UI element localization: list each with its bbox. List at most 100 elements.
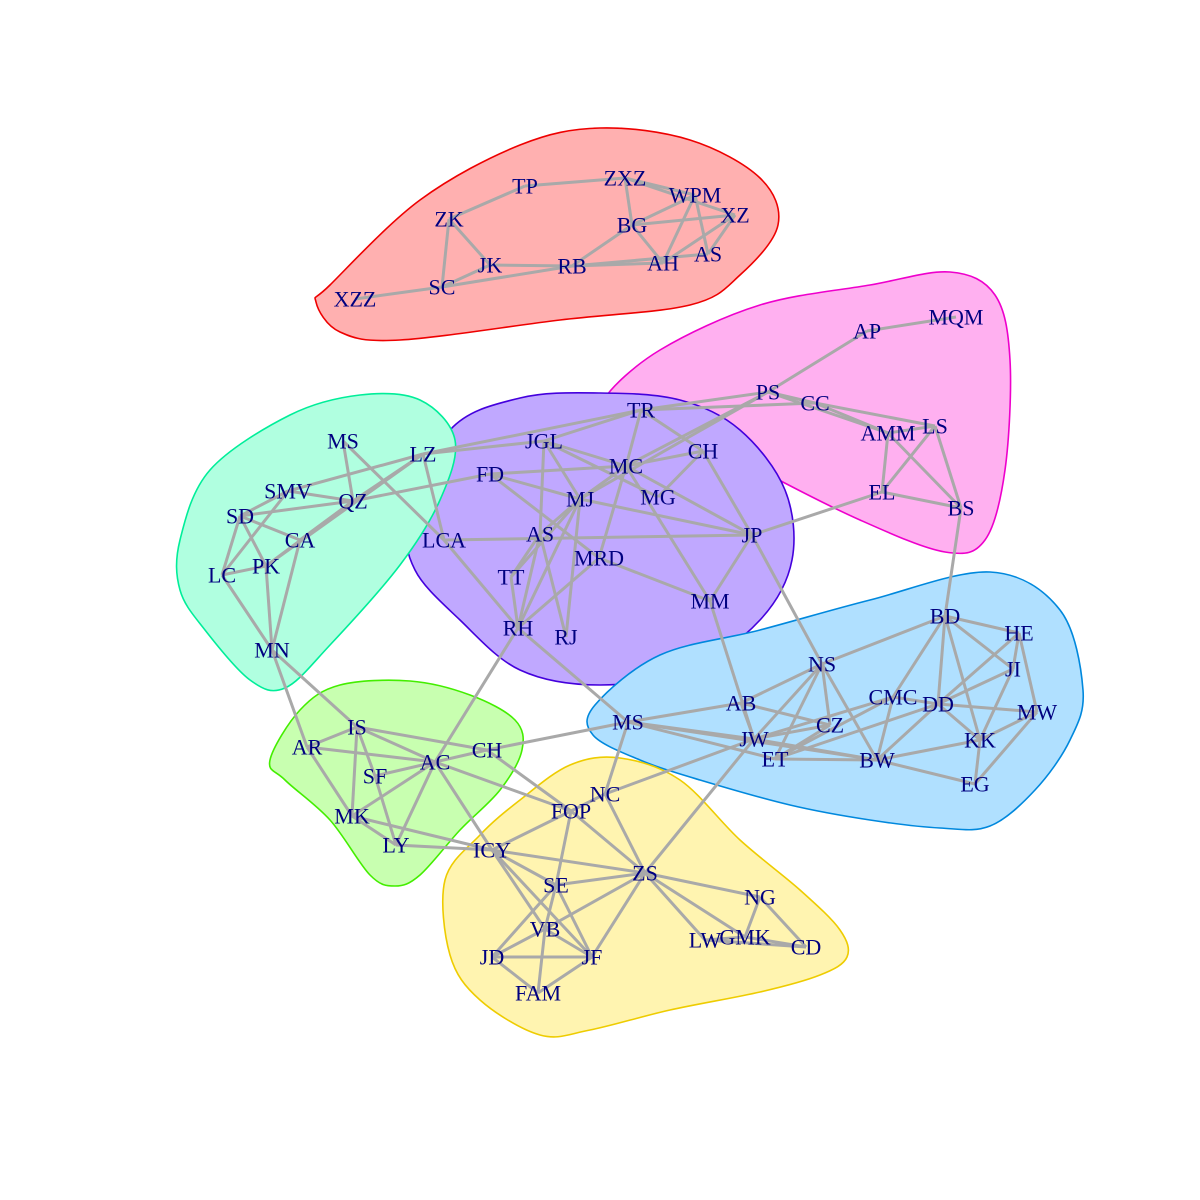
edge-LC-MN bbox=[220, 574, 274, 651]
edge-ICY-VB bbox=[490, 849, 547, 930]
node-label-rh: RH bbox=[503, 616, 534, 641]
node-label-et: ET bbox=[762, 747, 789, 772]
edge-TR-MC bbox=[624, 409, 643, 467]
edge-BG-AH bbox=[630, 224, 665, 264]
node-label-amm: AMM bbox=[860, 421, 915, 446]
edge-ZS-VB bbox=[544, 871, 646, 931]
node-label-mj: MJ bbox=[566, 487, 595, 512]
node-label-lz: LZ bbox=[410, 442, 437, 467]
node-label-tt: TT bbox=[498, 565, 525, 590]
node-label-he: HE bbox=[1004, 621, 1033, 646]
edge-NS-CZ bbox=[820, 663, 832, 726]
edge-TP-ZXZ bbox=[524, 176, 626, 188]
edge-AC-LY bbox=[394, 761, 437, 846]
edge-ZK-SC bbox=[440, 218, 451, 288]
edge-SMV-SD bbox=[239, 489, 289, 518]
edge-ZS-JF bbox=[590, 872, 647, 958]
edge-AC-ICY bbox=[433, 761, 494, 851]
edge-MW-EG bbox=[973, 711, 1039, 785]
node-label-ab: AB bbox=[726, 691, 757, 716]
edge-BD-JI bbox=[944, 614, 1014, 671]
edge-BD-DD bbox=[936, 615, 947, 705]
edge-AP-MQM bbox=[866, 315, 957, 333]
edge-MW-KK bbox=[979, 710, 1038, 742]
node-label-jd: JD bbox=[480, 945, 504, 970]
edge-CA-MN bbox=[270, 539, 302, 651]
edge-KK-EG bbox=[973, 739, 982, 785]
edge-ZK-JK bbox=[447, 218, 492, 266]
node-label-sc: SC bbox=[429, 275, 456, 300]
node-label-mqm: MQM bbox=[928, 305, 983, 330]
edge-BD-KK bbox=[943, 615, 982, 741]
node-label-mk: MK bbox=[334, 804, 370, 829]
edge-SD-CA bbox=[239, 514, 301, 542]
node-label-xzz: XZZ bbox=[334, 287, 377, 312]
node-label-rj: RJ bbox=[554, 625, 578, 650]
edge-MC-MRD bbox=[597, 465, 628, 559]
edge-SE-VB bbox=[543, 884, 558, 930]
node-label-bs: BS bbox=[948, 496, 975, 521]
edge-SD-PK bbox=[238, 515, 268, 567]
edge-CH_top-JP bbox=[701, 450, 754, 536]
edge-SD-LC bbox=[220, 515, 242, 576]
edge-GMK-CD bbox=[744, 935, 807, 949]
node-label-lca: LCA bbox=[422, 528, 466, 553]
edge-XZ-AH bbox=[662, 213, 736, 265]
edge-AR-AC bbox=[306, 745, 436, 764]
edge-LZ-LCA bbox=[421, 453, 446, 541]
edge-TR-CH_top bbox=[640, 408, 704, 453]
node-label-is: IS bbox=[347, 715, 367, 740]
edge-JK-RB bbox=[489, 263, 573, 268]
edge-SC-XZZ bbox=[354, 285, 443, 301]
edge-IS-AR bbox=[306, 725, 358, 749]
node-label-se: SE bbox=[543, 873, 569, 898]
cluster-hull-teal bbox=[175, 392, 457, 692]
edge-LS-EL bbox=[880, 425, 937, 493]
edge-FD-MJ bbox=[489, 472, 581, 501]
edge-RB-BG bbox=[571, 223, 633, 268]
cluster-hull-blue bbox=[586, 571, 1085, 831]
edge-BW-ET bbox=[774, 757, 878, 762]
edge-ICY-SE bbox=[491, 848, 557, 887]
edge-JI-DD bbox=[937, 667, 1014, 706]
edge-FD-MRD bbox=[489, 472, 600, 560]
edge-JF-FAM bbox=[537, 955, 593, 995]
node-label-lc: LC bbox=[208, 563, 236, 588]
edge-FOP-SE bbox=[554, 810, 573, 886]
edge-ICY-ZS bbox=[491, 848, 646, 875]
edges bbox=[220, 176, 1039, 995]
edge-MS_top-QZ bbox=[341, 440, 355, 502]
node-label-ms_mid: MS bbox=[612, 710, 644, 735]
node-label-jp: JP bbox=[742, 523, 763, 548]
edge-SE-JF bbox=[554, 884, 594, 958]
node-label-mg: MG bbox=[640, 485, 676, 510]
node-label-as_red: AS bbox=[694, 242, 722, 267]
edge-PK-LC bbox=[221, 564, 267, 577]
edge-BD-CMC bbox=[891, 615, 947, 698]
edge-MS_mid-ET bbox=[627, 720, 776, 761]
node-label-sd: SD bbox=[226, 504, 254, 529]
edge-KK-BW bbox=[876, 738, 981, 762]
edge-TP-ZK bbox=[448, 184, 526, 221]
edge-AC-SF bbox=[374, 760, 436, 778]
edge-ZS-NG bbox=[644, 871, 761, 899]
edge-DD-MW bbox=[937, 702, 1038, 714]
node-label-ji: JI bbox=[1005, 657, 1021, 682]
node-label-zxz: ZXZ bbox=[604, 166, 647, 191]
node-label-cd: CD bbox=[791, 935, 822, 960]
edge-SF-LY bbox=[373, 775, 398, 846]
node-label-mw: MW bbox=[1017, 700, 1058, 725]
node-label-mc: MC bbox=[609, 454, 643, 479]
edge-BW-CMC bbox=[875, 696, 895, 761]
node-label-ah: AH bbox=[647, 251, 679, 276]
node-label-ch_top: CH bbox=[688, 439, 719, 464]
node-label-ps: PS bbox=[756, 380, 780, 405]
node-label-smv: SMV bbox=[264, 479, 312, 504]
edge-RH-MS_mid bbox=[517, 626, 629, 724]
node-label-bw: BW bbox=[859, 748, 895, 773]
edge-CH_low-FOP bbox=[486, 748, 572, 813]
edge-JD-FAM bbox=[491, 955, 539, 995]
node-label-bg: BG bbox=[617, 213, 648, 238]
edge-CH_top-MC bbox=[625, 449, 704, 468]
edge-BG-WPM bbox=[631, 193, 696, 227]
